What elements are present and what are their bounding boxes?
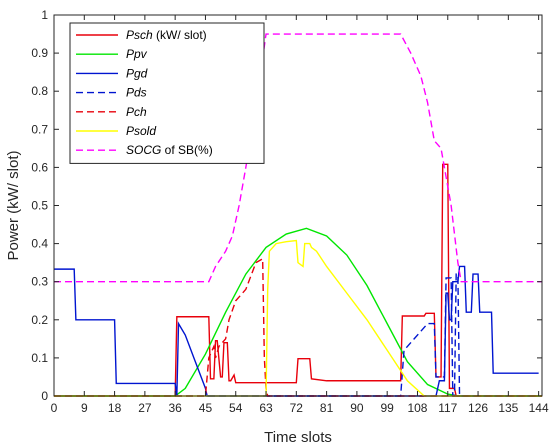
y-tick-label: 0.6 [31, 160, 48, 174]
legend-entry-pgd: Pgd [126, 66, 148, 80]
x-tick-label: 117 [438, 401, 457, 415]
legend-entry-socg: SOCG of SB(%) [126, 143, 213, 157]
series-line-pgd [54, 265, 539, 397]
series-line-psold [54, 239, 542, 397]
y-tick-label: 0.1 [31, 351, 48, 365]
y-axis-title: Power (kW/ slot) [5, 150, 22, 260]
ticks-layer: 0 9 18 27 36 45 54 63 72 81 90 99 108 117 126 135 144 0 0.… [31, 8, 549, 415]
legend-series-name: SOCG [126, 143, 161, 157]
legend-series-name: Pds [126, 86, 147, 100]
x-tick-label: 63 [259, 401, 273, 415]
legend-series-suffix: of SB(%) [161, 143, 212, 157]
x-tick-label: 18 [108, 401, 122, 415]
series-line-pds [54, 273, 542, 397]
x-tick-label: 54 [229, 401, 243, 415]
series-line-ppv [54, 227, 542, 397]
x-tick-label: 81 [320, 401, 334, 415]
legend-entry-pds: Pds [126, 86, 147, 100]
legend: Psch (kW/ slot) Ppv Pgd Pds Pch Psold SOCG of … [69, 22, 265, 164]
y-tick-label: 0.2 [31, 313, 48, 327]
x-tick-label: 144 [529, 401, 549, 415]
x-tick-label: 36 [168, 401, 182, 415]
legend-entry-ppv: Ppv [126, 47, 148, 61]
x-axis-title: Time slots [264, 429, 332, 446]
legend-entry-psch: Psch (kW/ slot) [126, 28, 207, 42]
x-tick-label: 45 [199, 401, 213, 415]
x-tick-label: 27 [138, 401, 152, 415]
x-tick-label: 90 [350, 401, 364, 415]
x-tick-label: 99 [381, 401, 395, 415]
y-tick-label: 0.3 [31, 275, 48, 289]
series-line-pch [54, 257, 542, 397]
x-tick-label: 135 [498, 401, 518, 415]
legend-entry-pch: Pch [126, 105, 147, 119]
y-tick-label: 0.5 [31, 199, 48, 213]
y-tick-label: 0.7 [31, 122, 48, 136]
x-tick-label: 0 [51, 401, 58, 415]
legend-series-name: Pgd [126, 66, 148, 80]
y-tick-label: 0 [41, 389, 48, 403]
legend-series-name: Psold [126, 124, 156, 138]
legend-series-name: Pch [126, 105, 147, 119]
x-tick-label: 126 [468, 401, 488, 415]
legend-entry-psold: Psold [126, 124, 156, 138]
legend-series-name: Ppv [126, 47, 148, 61]
series-layer [54, 33, 542, 397]
y-tick-label: 0.9 [31, 46, 48, 60]
series-line-psch [54, 163, 542, 397]
y-tick-label: 1 [41, 8, 48, 22]
x-tick-label: 72 [290, 401, 304, 415]
legend-series-name: Psch [126, 28, 153, 42]
x-tick-label: 9 [81, 401, 88, 415]
x-tick-label: 108 [407, 401, 427, 415]
y-tick-label: 0.4 [31, 237, 48, 251]
legend-series-suffix: (kW/ slot) [153, 28, 207, 42]
series-line-socg [54, 33, 542, 283]
y-tick-label: 0.8 [31, 84, 48, 98]
